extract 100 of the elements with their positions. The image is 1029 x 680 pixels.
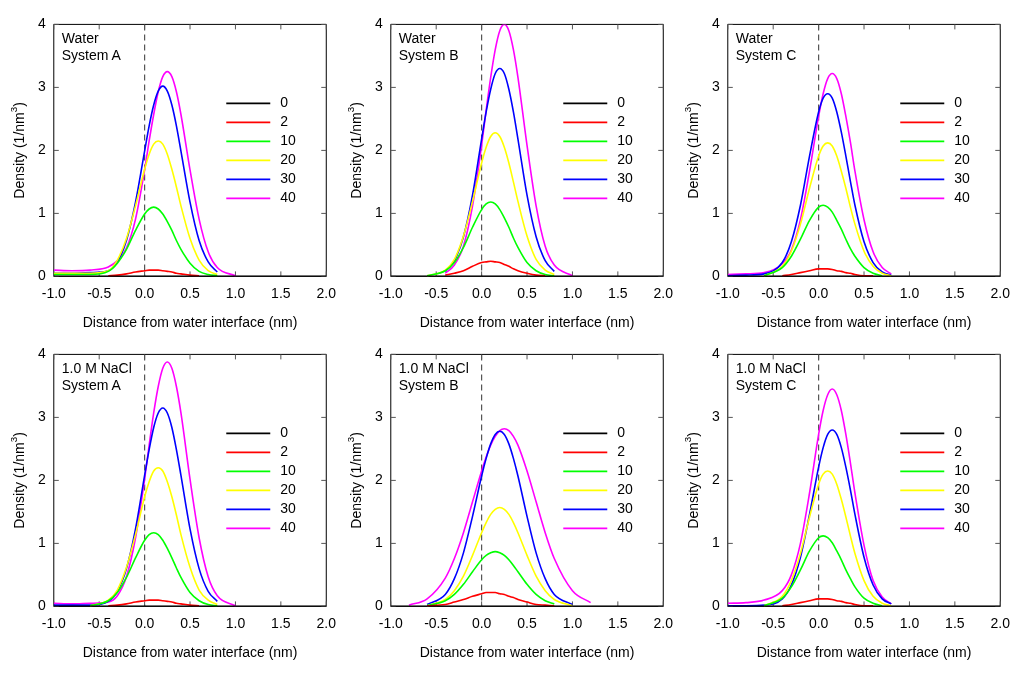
y-axis-title: Density (1/nm3) bbox=[8, 102, 27, 199]
x-tick-label: -1.0 bbox=[378, 284, 404, 301]
x-tick-label: -0.5 bbox=[761, 614, 786, 631]
legend-label: 10 bbox=[954, 132, 971, 149]
y-tick-label: 3 bbox=[374, 78, 383, 95]
y-axis-title: Density (1/nm3) bbox=[345, 102, 364, 199]
x-axis-title: Distance from water interface (nm) bbox=[82, 314, 298, 331]
legend-label: 30 bbox=[617, 170, 634, 187]
x-tick-label: -0.5 bbox=[424, 614, 449, 631]
x-tick-label: 1.0 bbox=[562, 614, 583, 631]
x-tick-label: 0.0 bbox=[134, 284, 155, 301]
legend-label: 0 bbox=[954, 424, 963, 441]
annotation: System C bbox=[735, 47, 797, 64]
y-tick-label: 1 bbox=[374, 204, 383, 221]
y-tick-label: 2 bbox=[374, 471, 383, 488]
y-tick-label: 2 bbox=[711, 471, 720, 488]
y-tick-label: 3 bbox=[711, 408, 720, 425]
legend-label: 2 bbox=[954, 443, 963, 460]
legend-label: 10 bbox=[280, 462, 297, 479]
x-tick-label: 2.0 bbox=[653, 614, 674, 631]
y-tick-label: 4 bbox=[711, 345, 720, 362]
annotation: System A bbox=[61, 47, 122, 64]
x-tick-label: -1.0 bbox=[715, 614, 741, 631]
x-axis-title: Distance from water interface (nm) bbox=[419, 644, 635, 661]
x-tick-label: 1.5 bbox=[608, 284, 628, 301]
legend-label: 20 bbox=[617, 151, 634, 168]
x-axis-title: Distance from water interface (nm) bbox=[419, 314, 635, 331]
y-axis-title: Density (1/nm3) bbox=[8, 432, 27, 529]
x-tick-label: 1.5 bbox=[608, 614, 628, 631]
y-tick-label: 4 bbox=[711, 15, 720, 32]
legend-label: 40 bbox=[954, 519, 971, 536]
annotation: Water bbox=[61, 30, 99, 47]
legend-label: 0 bbox=[280, 424, 289, 441]
x-axis-title: Distance from water interface (nm) bbox=[756, 644, 972, 661]
legend-label: 30 bbox=[954, 170, 971, 187]
annotation: 1.0 M NaCl bbox=[61, 360, 132, 377]
legend-label: 30 bbox=[617, 500, 634, 517]
legend-label: 2 bbox=[280, 443, 289, 460]
y-tick-label: 3 bbox=[37, 78, 46, 95]
annotation: System A bbox=[61, 377, 122, 394]
y-tick-label: 1 bbox=[37, 204, 46, 221]
y-tick-label: 0 bbox=[711, 597, 720, 614]
x-tick-label: 1.5 bbox=[271, 284, 291, 301]
legend-label: 10 bbox=[280, 132, 297, 149]
y-tick-label: 0 bbox=[374, 597, 383, 614]
annotation: System B bbox=[398, 47, 459, 64]
y-tick-label: 1 bbox=[711, 204, 720, 221]
x-tick-label: -1.0 bbox=[41, 614, 67, 631]
legend-label: 2 bbox=[617, 443, 626, 460]
legend-label: 40 bbox=[954, 189, 971, 206]
y-tick-label: 2 bbox=[37, 471, 46, 488]
legend-label: 0 bbox=[617, 94, 626, 111]
x-tick-label: 0.5 bbox=[854, 614, 874, 631]
x-tick-label: 1.5 bbox=[945, 284, 965, 301]
annotation: System B bbox=[398, 377, 459, 394]
y-tick-label: 4 bbox=[374, 15, 383, 32]
y-tick-label: 4 bbox=[37, 15, 46, 32]
x-tick-label: 0.5 bbox=[180, 614, 200, 631]
legend-label: 0 bbox=[617, 424, 626, 441]
x-axis-title: Distance from water interface (nm) bbox=[756, 314, 972, 331]
y-tick-label: 0 bbox=[37, 597, 46, 614]
x-axis-title: Distance from water interface (nm) bbox=[82, 644, 298, 661]
x-tick-label: 0.0 bbox=[471, 284, 492, 301]
x-tick-label: 0.5 bbox=[180, 284, 200, 301]
x-tick-label: 0.0 bbox=[808, 284, 829, 301]
legend-label: 20 bbox=[280, 151, 297, 168]
legend-label: 0 bbox=[954, 94, 963, 111]
x-tick-label: 2.0 bbox=[653, 284, 674, 301]
y-tick-label: 4 bbox=[37, 345, 46, 362]
x-tick-label: -0.5 bbox=[87, 284, 112, 301]
x-tick-label: 2.0 bbox=[990, 284, 1011, 301]
annotation: System C bbox=[735, 377, 797, 394]
y-axis-title: Density (1/nm3) bbox=[682, 432, 701, 529]
x-tick-label: 0.0 bbox=[808, 614, 829, 631]
y-tick-label: 0 bbox=[37, 267, 46, 284]
x-tick-label: -1.0 bbox=[41, 284, 67, 301]
legend-label: 30 bbox=[280, 500, 297, 517]
annotation: Water bbox=[735, 30, 773, 47]
legend-label: 10 bbox=[954, 462, 971, 479]
y-tick-label: 3 bbox=[37, 408, 46, 425]
annotation: 1.0 M NaCl bbox=[735, 360, 806, 377]
legend-label: 30 bbox=[280, 170, 297, 187]
x-tick-label: -0.5 bbox=[87, 614, 112, 631]
legend-label: 40 bbox=[617, 189, 634, 206]
y-tick-label: 2 bbox=[374, 141, 383, 158]
legend-label: 10 bbox=[617, 462, 634, 479]
legend-label: 2 bbox=[617, 113, 626, 130]
x-tick-label: 2.0 bbox=[316, 284, 337, 301]
y-tick-label: 1 bbox=[37, 534, 46, 551]
x-tick-label: 0.5 bbox=[854, 284, 874, 301]
x-tick-label: 1.0 bbox=[899, 614, 920, 631]
legend-label: 40 bbox=[280, 189, 297, 206]
y-tick-label: 3 bbox=[374, 408, 383, 425]
x-tick-label: 2.0 bbox=[990, 614, 1011, 631]
x-tick-label: 1.0 bbox=[225, 614, 246, 631]
legend-label: 10 bbox=[617, 132, 634, 149]
y-axis-title: Density (1/nm3) bbox=[345, 432, 364, 529]
y-tick-label: 2 bbox=[37, 141, 46, 158]
y-tick-label: 3 bbox=[711, 78, 720, 95]
x-tick-label: 1.0 bbox=[562, 284, 583, 301]
